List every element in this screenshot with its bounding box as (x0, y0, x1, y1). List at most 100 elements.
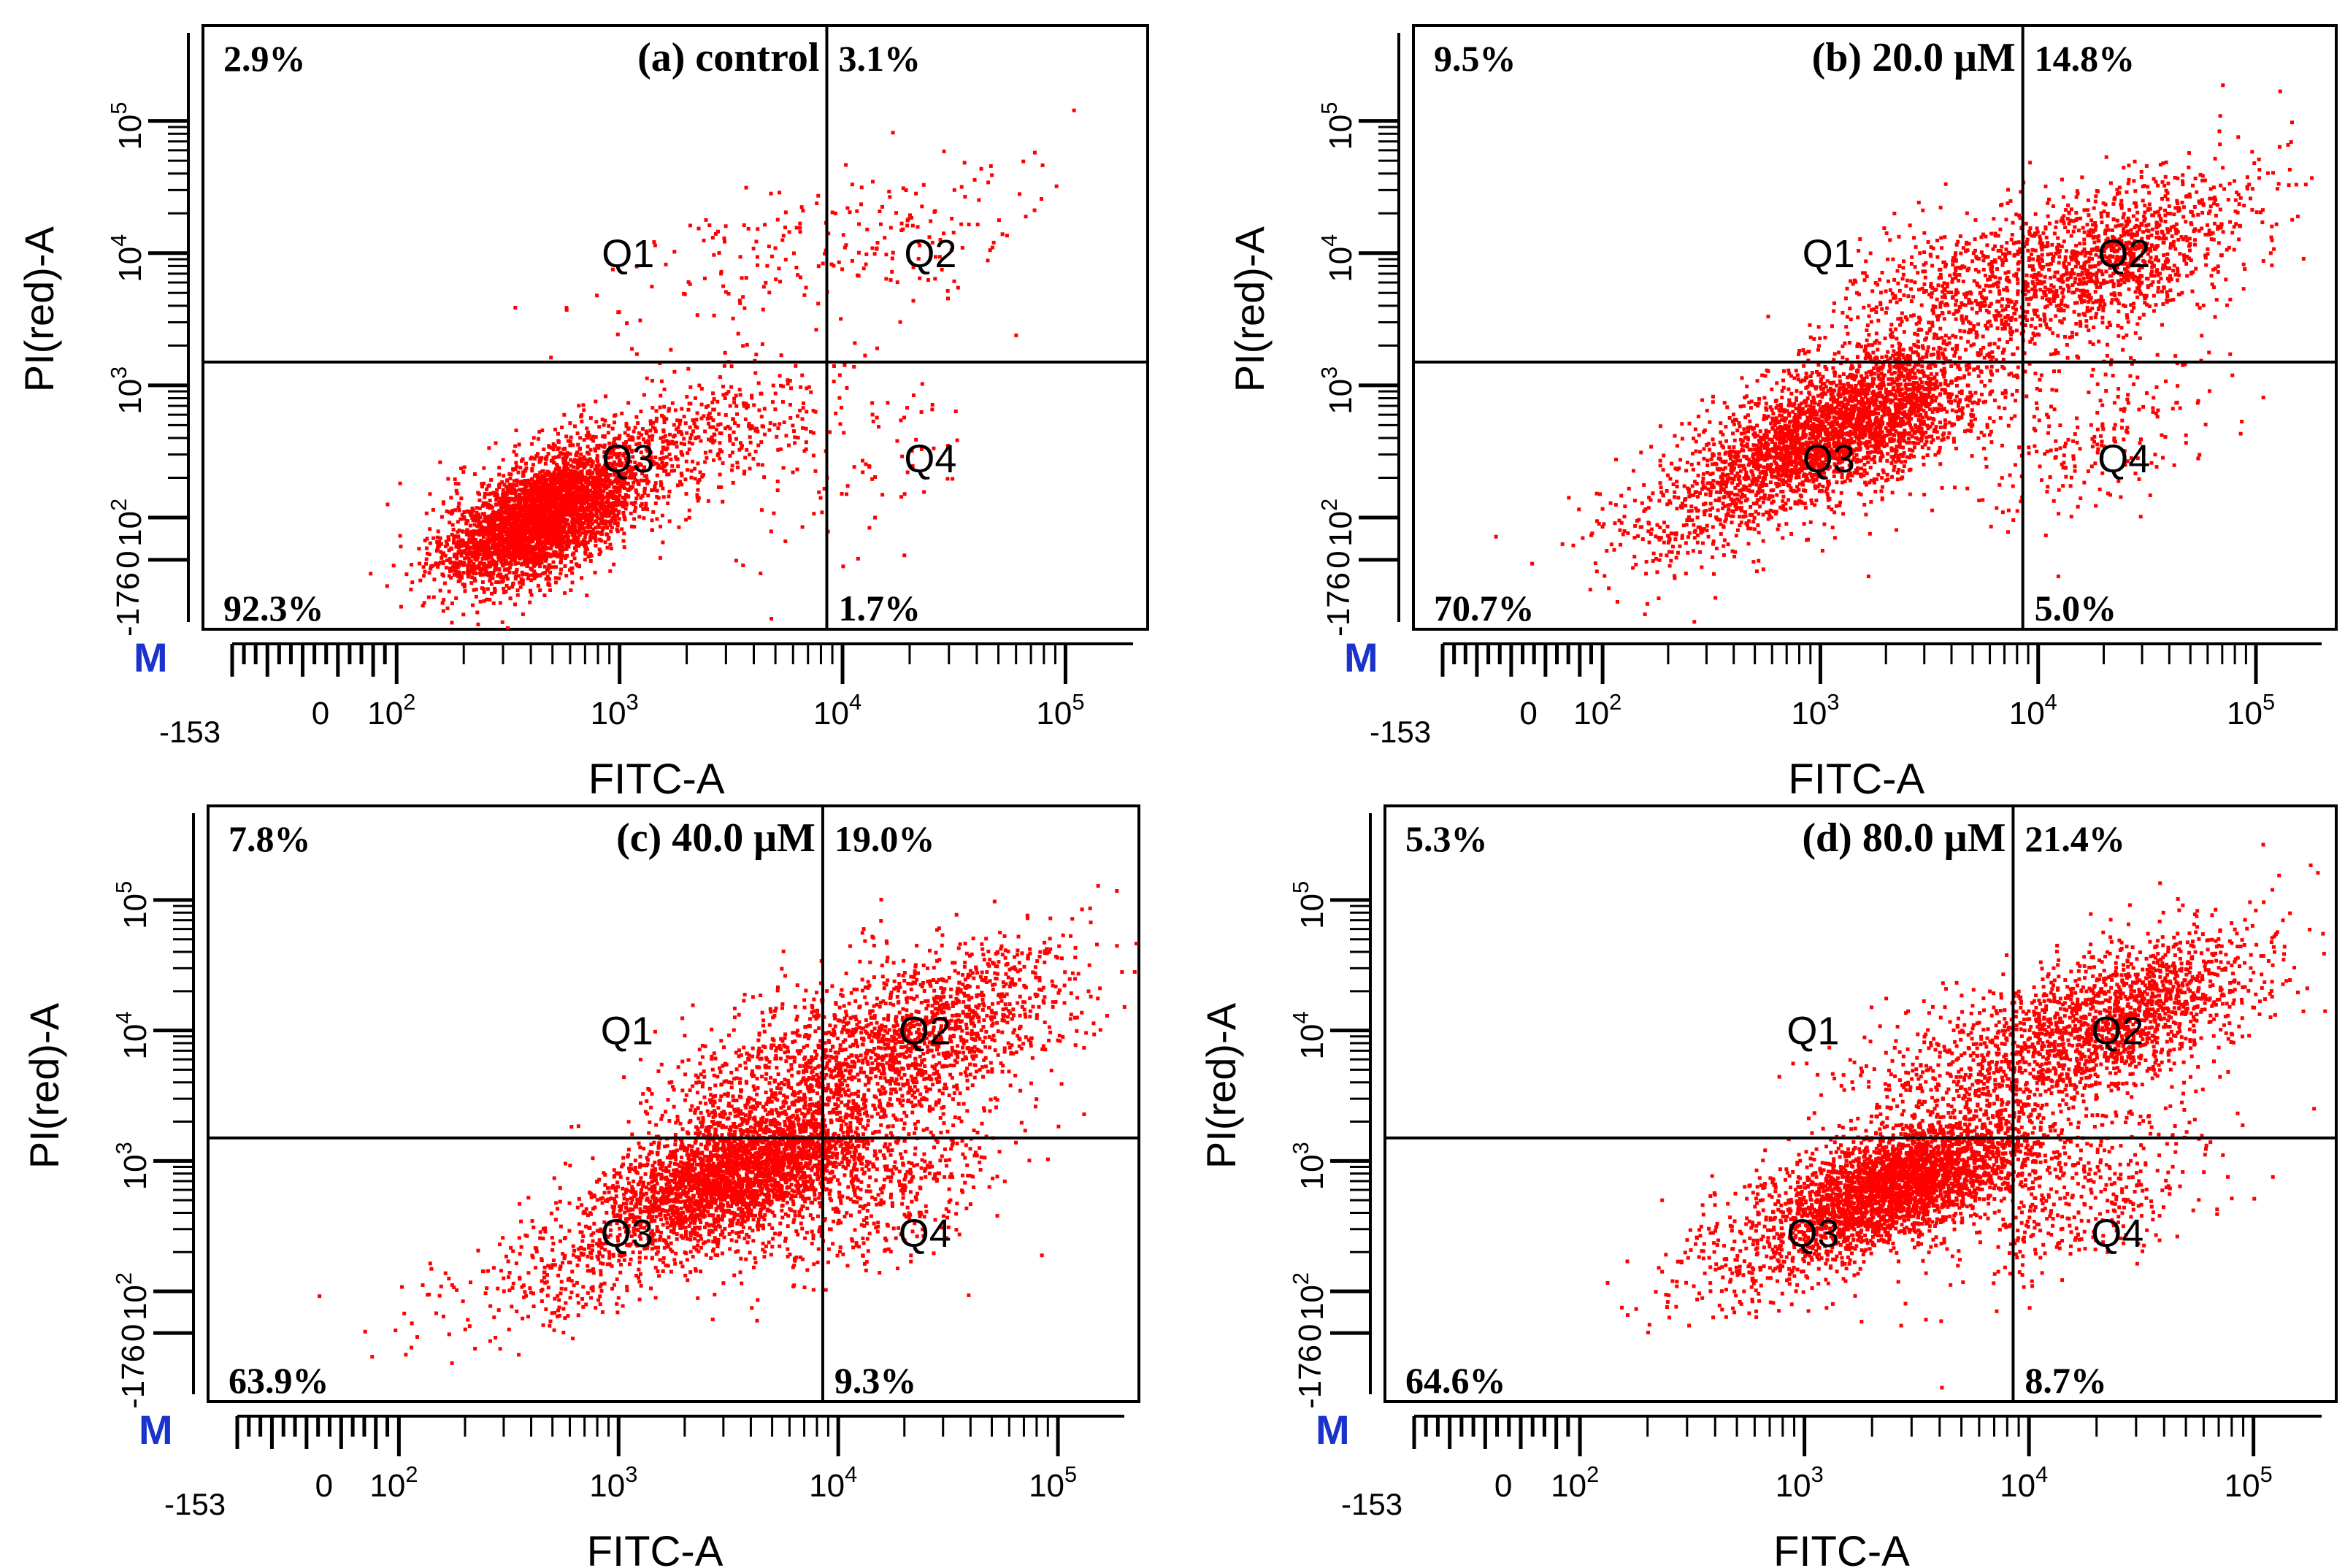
data-point (1694, 506, 1698, 510)
data-point (911, 299, 916, 303)
data-point (650, 518, 654, 523)
data-point (568, 421, 572, 426)
data-point (875, 247, 879, 251)
data-point (744, 276, 748, 280)
data-point (1881, 377, 1885, 381)
data-point (659, 480, 663, 484)
data-point (572, 535, 576, 539)
data-point (1893, 404, 1897, 409)
data-point (667, 489, 672, 493)
data-point (474, 544, 478, 548)
data-point (480, 482, 484, 486)
data-point (782, 420, 786, 424)
data-point (529, 534, 533, 538)
data-point (553, 513, 557, 518)
data-point (1745, 384, 1749, 388)
data-point (724, 391, 729, 396)
data-point (448, 569, 452, 573)
data-point (661, 486, 665, 491)
data-point (564, 469, 568, 473)
data-point (728, 426, 732, 431)
data-point (610, 267, 615, 272)
data-point (689, 469, 694, 473)
data-point (488, 529, 492, 534)
data-point (650, 379, 654, 383)
data-point (1849, 437, 1854, 441)
data-point (559, 474, 563, 478)
data-point (542, 550, 546, 554)
data-point (461, 542, 465, 547)
data-point (580, 473, 584, 477)
data-point (564, 547, 569, 551)
data-point (713, 439, 717, 443)
data-point (730, 468, 734, 472)
data-point (507, 488, 512, 492)
data-point (788, 378, 792, 383)
data-point (905, 406, 910, 410)
data-point (872, 252, 877, 256)
data-point (428, 527, 432, 531)
data-point (523, 479, 528, 483)
data-point (615, 529, 620, 534)
data-point (558, 497, 562, 501)
data-point (499, 519, 504, 523)
data-point (596, 496, 601, 500)
data-point (1702, 447, 1706, 451)
data-point (485, 505, 490, 510)
data-point (553, 504, 557, 509)
data-point (1943, 422, 1948, 426)
data-point (491, 523, 495, 527)
data-point (522, 555, 526, 559)
data-point (799, 205, 804, 210)
data-point (653, 429, 658, 434)
data-point (498, 482, 502, 486)
data-point (595, 501, 599, 506)
data-point (499, 507, 504, 512)
data-point (918, 243, 922, 247)
data-point (756, 443, 761, 447)
percent-q4: 1.7% (838, 588, 921, 629)
data-point (861, 470, 865, 474)
data-point (596, 508, 600, 512)
data-point (579, 503, 583, 507)
data-point (642, 488, 647, 492)
data-point (526, 573, 531, 577)
data-point (518, 580, 522, 585)
data-point (492, 538, 496, 542)
data-point (675, 483, 680, 488)
data-point (493, 515, 497, 519)
data-point (448, 557, 452, 561)
data-point (542, 473, 547, 477)
data-point (667, 453, 672, 457)
data-point (540, 493, 544, 498)
data-point (756, 462, 760, 466)
data-point (578, 446, 583, 450)
data-point (590, 517, 594, 521)
data-point (467, 533, 472, 537)
data-point (467, 539, 472, 544)
data-point (956, 285, 960, 290)
data-point (617, 435, 621, 439)
data-point (536, 545, 540, 550)
data-point (513, 510, 518, 515)
data-point (1908, 369, 1912, 373)
data-point (439, 550, 443, 554)
data-point (816, 301, 821, 306)
data-point (547, 537, 551, 541)
data-point (667, 519, 672, 523)
data-point (553, 483, 557, 487)
data-point (578, 520, 583, 524)
data-point (465, 541, 469, 545)
data-point (910, 464, 915, 468)
data-point (751, 246, 756, 250)
data-point (852, 465, 856, 469)
data-point (734, 393, 738, 398)
data-point (712, 458, 716, 462)
data-point (491, 576, 495, 580)
data-point (595, 515, 599, 519)
data-point (656, 466, 660, 470)
data-point (584, 531, 588, 536)
data-point (756, 227, 760, 231)
data-point (615, 513, 620, 518)
data-point (514, 461, 518, 465)
